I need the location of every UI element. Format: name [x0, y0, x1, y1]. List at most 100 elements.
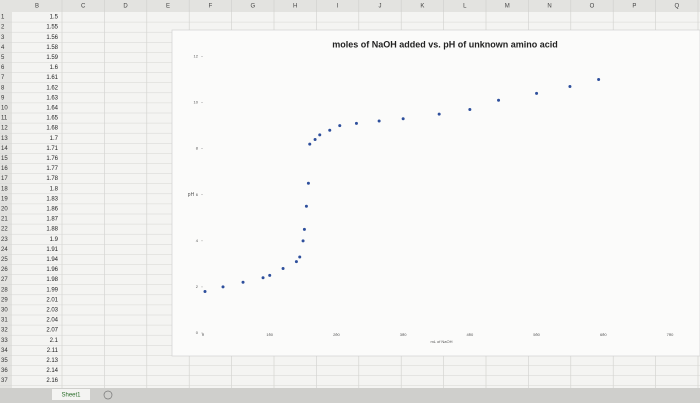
x-tick-label: 500	[533, 332, 540, 337]
data-point	[294, 260, 298, 264]
y-tick-label: 4	[196, 238, 199, 243]
data-point	[568, 84, 572, 88]
data-point	[377, 119, 381, 123]
cell-value: 2.14	[46, 368, 58, 374]
cell-value: 1.55	[46, 25, 58, 31]
data-point	[535, 91, 539, 95]
chart-box[interactable]	[171, 29, 700, 357]
row-number: 35	[1, 358, 8, 364]
row-number: 27	[1, 277, 8, 283]
row-number: 7	[1, 75, 5, 81]
cell-value: 1.96	[46, 267, 58, 273]
y-tick-label: 6	[196, 192, 199, 197]
cell-value: 1.98	[46, 277, 58, 283]
row-number: 22	[1, 227, 8, 233]
cell-value: 2.01	[46, 297, 58, 303]
cell-value: 1.8	[50, 186, 59, 192]
data-point	[318, 133, 322, 137]
column-header: P	[632, 4, 636, 10]
cell-value: 1.58	[46, 45, 58, 51]
x-axis-label: mL of NaOH	[430, 339, 452, 344]
row-number: 23	[1, 237, 8, 243]
data-point	[203, 290, 207, 294]
column-header: I	[337, 4, 339, 10]
data-point	[221, 285, 225, 289]
x-tick-label: 0	[202, 332, 205, 337]
sheet-tab-label[interactable]: Sheet1	[61, 393, 81, 399]
column-header: B	[35, 4, 39, 10]
column-header: G	[250, 4, 255, 10]
cell-value: 1.56	[46, 35, 58, 41]
row-number: 8	[1, 85, 5, 91]
row-number: 20	[1, 207, 8, 213]
data-point	[268, 273, 272, 277]
add-sheet-button[interactable]	[103, 390, 113, 400]
data-point	[354, 121, 358, 125]
row-number: 1	[1, 15, 5, 21]
cell-value: 1.71	[46, 146, 58, 152]
cell-value: 1.63	[46, 95, 58, 101]
row-number: 33	[1, 338, 8, 344]
cell-value: 1.9	[50, 237, 59, 243]
row-number: 3	[1, 35, 5, 41]
cell-value: 1.6	[50, 65, 59, 71]
data-point	[281, 266, 285, 270]
data-point	[241, 280, 245, 284]
column-header: K	[420, 4, 424, 10]
column-header-bar	[0, 0, 700, 12]
data-point	[597, 78, 601, 82]
cell-value: 1.5	[50, 15, 59, 21]
x-tick-label: 100	[266, 332, 273, 337]
sheet-tab[interactable]	[52, 389, 90, 400]
data-point	[304, 204, 308, 208]
row-number: 28	[1, 287, 8, 293]
column-header: N	[547, 4, 551, 10]
column-header: O	[590, 4, 595, 10]
y-tick-label: 8	[196, 146, 199, 151]
chart-title: moles of NaOH added vs. pH of unknown am…	[332, 39, 558, 49]
cell-value: 1.94	[46, 257, 58, 263]
cell-value: 2.11	[47, 348, 59, 354]
x-tick-label: 400	[467, 332, 474, 337]
row-number: 12	[1, 126, 8, 132]
cell-value: 2.03	[46, 308, 58, 314]
cell-value: 1.78	[46, 176, 58, 182]
data-point	[306, 181, 310, 185]
cell-value: 1.83	[46, 196, 58, 202]
data-point	[401, 117, 405, 121]
cell-value: 1.7	[50, 136, 59, 142]
row-number: 21	[1, 217, 8, 223]
row-number: 11	[1, 116, 8, 122]
row-number: 24	[1, 247, 8, 253]
cell-value: 1.77	[46, 166, 58, 172]
data-point	[308, 142, 312, 146]
y-tick-label: 0	[196, 330, 199, 335]
column-header: L	[463, 4, 467, 10]
row-number: 6	[1, 65, 5, 71]
cell-value: 2.07	[46, 328, 58, 334]
row-number: 5	[1, 55, 5, 61]
row-number: 32	[1, 328, 8, 334]
row-number: 29	[1, 297, 8, 303]
y-tick-label: 2	[196, 284, 199, 289]
row-number: 30	[1, 308, 8, 314]
cell-value: 2.04	[46, 318, 58, 324]
column-header: M	[505, 4, 510, 10]
column-header: C	[81, 4, 86, 10]
cell-value: 1.86	[46, 207, 58, 213]
data-point	[468, 108, 472, 112]
x-tick-label: 600	[600, 332, 607, 337]
row-number: 16	[1, 166, 8, 172]
data-point	[328, 128, 332, 132]
cell-value: 1.76	[46, 156, 58, 162]
cell-value: 2.13	[46, 358, 58, 364]
x-tick-label: 700	[667, 332, 674, 337]
data-point	[338, 124, 342, 128]
x-tick-label: 300	[400, 332, 407, 337]
cell-value: 1.64	[46, 106, 58, 112]
column-header: J	[379, 4, 382, 10]
cell-value: 1.99	[46, 287, 58, 293]
row-number: 19	[1, 196, 8, 202]
row-number: 10	[1, 106, 8, 112]
row-number: 4	[1, 45, 5, 51]
